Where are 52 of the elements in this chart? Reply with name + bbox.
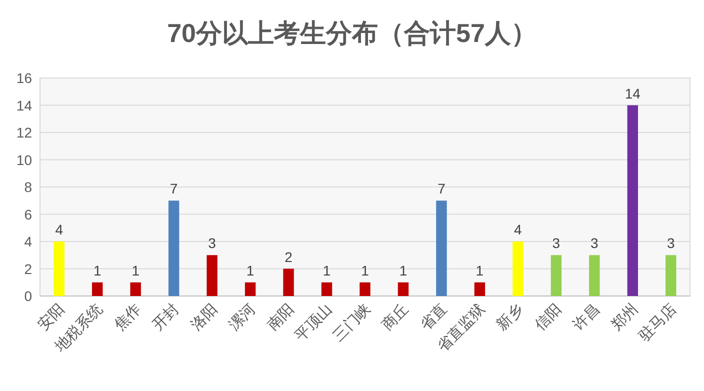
data-label: 1: [476, 262, 484, 278]
data-label: 1: [361, 262, 370, 278]
x-tick-label: 焦作: [111, 300, 144, 334]
bar: [130, 282, 141, 296]
bar: [54, 242, 64, 296]
y-tick-label: 2: [24, 260, 32, 277]
bar: [244, 282, 256, 296]
bar: [474, 282, 486, 296]
bar: [589, 255, 600, 296]
y-tick-label: 0: [24, 288, 32, 304]
data-label: 1: [93, 262, 102, 278]
bar: [512, 242, 524, 296]
data-label: 1: [246, 262, 254, 278]
y-tick-label: 14: [16, 97, 32, 114]
bar: [436, 200, 447, 296]
x-tick-label: 洛阳: [188, 300, 221, 334]
data-label: 4: [514, 222, 522, 238]
data-label: 7: [438, 180, 446, 197]
data-label: 2: [284, 248, 293, 265]
y-tick-label: 10: [16, 152, 32, 168]
data-label: 7: [170, 180, 178, 197]
y-tick-label: 8: [24, 179, 32, 195]
bar: [206, 255, 218, 296]
x-tick-label: 新乡: [494, 300, 527, 334]
bar: [398, 282, 409, 296]
data-label: 1: [399, 262, 408, 278]
bar: [666, 255, 676, 296]
y-tick-label: 16: [16, 70, 32, 86]
data-label: 3: [666, 235, 675, 252]
y-tick-label: 6: [24, 206, 32, 222]
bar: [550, 255, 562, 296]
bar: [627, 105, 638, 296]
x-tick-label: 开封: [149, 300, 183, 334]
bar: [92, 282, 103, 296]
data-label: 3: [552, 235, 560, 252]
x-tick-label: 信阳: [532, 300, 566, 334]
x-tick-label: 漯河: [226, 300, 260, 334]
y-tick-label: 4: [24, 234, 32, 250]
data-label: 3: [208, 235, 216, 252]
x-tick-label: 许昌: [570, 300, 604, 334]
bar: [360, 282, 370, 296]
chart-title: 70分以上考生分布（合计57人）: [167, 18, 537, 48]
bar: [168, 200, 180, 296]
bar: [321, 282, 332, 296]
y-tick-label: 12: [16, 124, 32, 140]
data-label: 1: [322, 262, 331, 278]
x-tick-label: 商丘: [378, 300, 412, 334]
bar: [283, 268, 294, 296]
data-label: 3: [590, 235, 599, 252]
data-label: 1: [132, 262, 140, 278]
data-label: 4: [55, 222, 64, 238]
data-label: 14: [624, 85, 641, 102]
